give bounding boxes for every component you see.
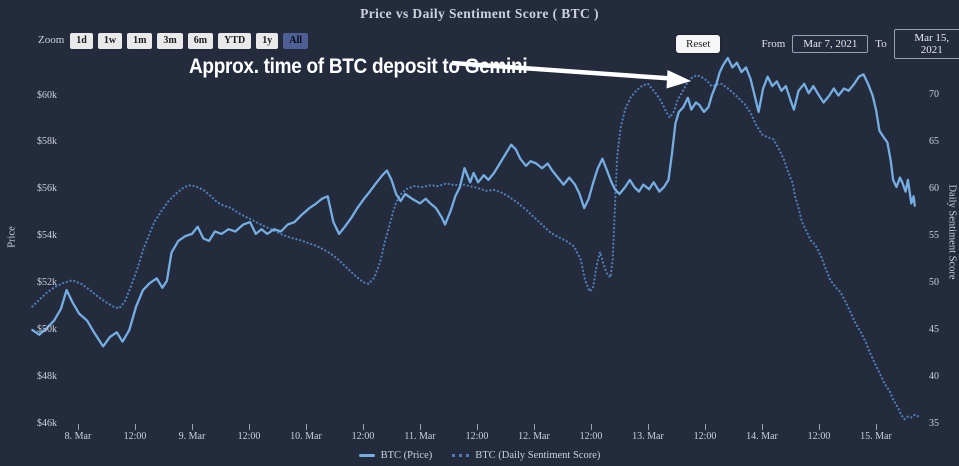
- x-tick-mark: [648, 424, 649, 430]
- x-tick-label: 12:00: [237, 431, 261, 442]
- x-tick-label: 9. Mar: [178, 431, 206, 442]
- x-tick-mark: [876, 424, 877, 430]
- zoom-button-1d[interactable]: 1d: [70, 33, 93, 49]
- legend-item-label: BTC (Price): [380, 450, 433, 461]
- legend: BTC (Price) BTC (Daily Sentiment Score): [0, 450, 959, 461]
- zoom-button-1w[interactable]: 1w: [97, 33, 123, 49]
- y-right-tick-label: 65: [929, 136, 939, 147]
- y-left-tick-label: $48k: [37, 370, 57, 382]
- to-date-input[interactable]: Mar 15, 2021: [893, 29, 959, 59]
- x-tick-label: 11. Mar: [404, 431, 436, 442]
- x-tick-mark: [420, 424, 421, 430]
- x-tick-label: 14. Mar: [746, 431, 778, 442]
- x-tick-mark: [705, 424, 706, 430]
- x-tick-mark: [534, 424, 535, 430]
- x-tick-label: 12:00: [579, 431, 603, 442]
- x-tick-label: 12:00: [123, 431, 147, 442]
- y-axis-right-title: Daily Sentiment Score: [946, 184, 958, 280]
- from-date-input[interactable]: Mar 7, 2021: [792, 35, 869, 53]
- reset-button[interactable]: Reset: [676, 35, 721, 53]
- y-right-tick-label: 40: [929, 371, 939, 382]
- x-tick-mark: [192, 424, 193, 430]
- to-label: To: [875, 38, 887, 50]
- zoom-button-1y[interactable]: 1y: [256, 33, 279, 49]
- x-tick-mark: [135, 424, 136, 430]
- x-tick-label: 13. Mar: [632, 431, 664, 442]
- y-right-tick-label: 55: [929, 230, 939, 241]
- zoom-button-1m[interactable]: 1m: [127, 33, 153, 49]
- y-right-tick-label: 35: [929, 418, 939, 429]
- chart-title: Price vs Daily Sentiment Score ( BTC ): [360, 6, 599, 21]
- legend-item[interactable]: BTC (Daily Sentiment Score): [452, 450, 600, 461]
- x-tick-mark: [78, 424, 79, 430]
- annotation-arrow: [451, 60, 691, 89]
- y-axis-left-title: Price: [6, 226, 18, 248]
- x-tick-label: 12:00: [807, 431, 831, 442]
- y-left-tick-label: $46k: [37, 417, 57, 429]
- zoom-button-3m[interactable]: 3m: [157, 33, 183, 49]
- legend-swatch-dotted-line: [452, 454, 470, 457]
- annotation-text: Approx. time of BTC deposit to Gemini: [189, 55, 528, 79]
- price-line: [31, 56, 916, 348]
- x-tick-mark: [819, 424, 820, 430]
- x-tick-label: 12. Mar: [518, 431, 550, 442]
- y-left-tick-label: $58k: [37, 136, 57, 148]
- zoom-label: Zoom: [38, 33, 65, 46]
- range-toolbar: Reset From Mar 7, 2021 To Mar 15, 2021: [676, 29, 959, 59]
- y-right-tick-label: 60: [929, 183, 939, 194]
- x-tick-label: 12:00: [351, 431, 375, 442]
- y-left-tick-label: $54k: [37, 230, 57, 242]
- y-right-tick-label: 50: [929, 277, 939, 288]
- zoom-toolbar: Zoom 1d 1w 1m 3m 6m YTD 1y All: [38, 30, 313, 49]
- from-label: From: [761, 38, 786, 50]
- y-left-tick-label: $56k: [37, 183, 57, 195]
- x-tick-label: 15. Mar: [860, 431, 892, 442]
- x-tick-label: 12:00: [465, 431, 489, 442]
- x-tick-mark: [477, 424, 478, 430]
- y-left-tick-label: $60k: [37, 89, 57, 101]
- x-tick-mark: [591, 424, 592, 430]
- legend-item-label: BTC (Daily Sentiment Score): [475, 450, 601, 461]
- y-left-tick-label: $50k: [37, 324, 57, 335]
- x-tick-mark: [762, 424, 763, 430]
- zoom-button-all[interactable]: All: [283, 33, 309, 49]
- y-left-tick-label: $52k: [37, 277, 57, 289]
- zoom-button-ytd[interactable]: YTD: [218, 33, 252, 49]
- y-right-tick-label: 45: [929, 324, 939, 335]
- x-tick-label: 8. Mar: [64, 431, 92, 442]
- x-tick-mark: [306, 424, 307, 430]
- x-tick-mark: [363, 424, 364, 430]
- x-tick-label: 12:00: [693, 431, 717, 442]
- x-tick-label: 10. Mar: [290, 431, 322, 442]
- y-right-tick-label: 70: [929, 89, 939, 100]
- legend-item[interactable]: BTC (Price): [358, 450, 433, 461]
- zoom-button-group: 1d 1w 1m 3m 6m YTD 1y All: [70, 30, 313, 49]
- sentiment-line: [31, 74, 920, 421]
- zoom-button-6m[interactable]: 6m: [187, 33, 214, 49]
- legend-swatch-solid-line: [358, 454, 375, 457]
- x-tick-mark: [249, 424, 250, 430]
